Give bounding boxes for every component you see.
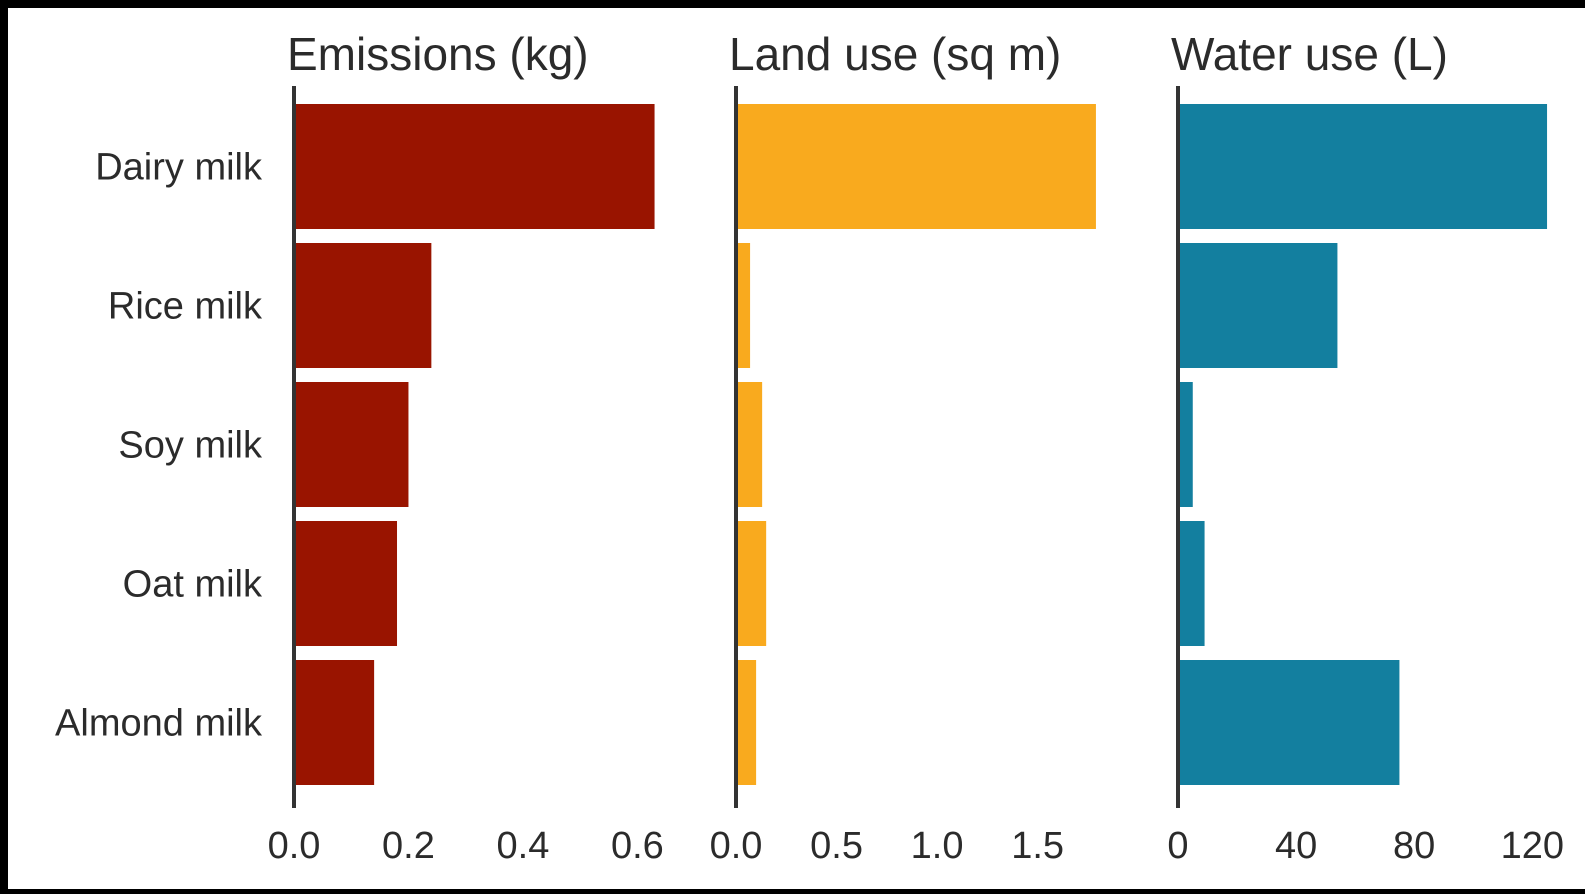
bar-3-dairy-milk bbox=[1178, 104, 1548, 229]
category-label-rice-milk: Rice milk bbox=[108, 286, 263, 328]
faceted-bar-chart: Dairy milk Rice milk Soy milk Oat milk Almon… bbox=[55, 28, 1564, 867]
tick-label-1-1: 0.0 bbox=[268, 825, 321, 867]
bar-3-oat-milk bbox=[1178, 521, 1205, 646]
chart-container: Dairy milk Rice milk Soy milk Oat milk Almon… bbox=[8, 8, 1585, 889]
category-label-soy-milk: Soy milk bbox=[118, 425, 263, 467]
panel-title-3: Water use (L) bbox=[1171, 28, 1448, 80]
bar-1-rice-milk bbox=[294, 243, 432, 368]
bar-3-almond-milk bbox=[1178, 660, 1400, 785]
bar-2-soy-milk bbox=[736, 382, 763, 507]
tick-label-1-3: 0.4 bbox=[497, 825, 550, 867]
tick-label-3-3: 80 bbox=[1393, 825, 1435, 867]
tick-label-1-2: 0.2 bbox=[382, 825, 435, 867]
tick-label-2-1: 0.0 bbox=[710, 825, 763, 867]
bar-1-dairy-milk bbox=[294, 104, 655, 229]
bar-3-soy-milk bbox=[1178, 382, 1193, 507]
bar-1-oat-milk bbox=[294, 521, 398, 646]
tick-label-3-1: 0 bbox=[1167, 825, 1188, 867]
panel-title-1: Emissions (kg) bbox=[287, 28, 589, 80]
bar-1-almond-milk bbox=[294, 660, 375, 785]
category-label-oat-milk: Oat milk bbox=[123, 564, 263, 606]
bar-3-rice-milk bbox=[1178, 243, 1338, 368]
panel-title-2: Land use (sq m) bbox=[729, 28, 1061, 80]
tick-label-3-4: 120 bbox=[1501, 825, 1564, 867]
bar-1-soy-milk bbox=[294, 382, 409, 507]
bar-2-dairy-milk bbox=[736, 104, 1096, 229]
tick-label-2-4: 1.5 bbox=[1011, 825, 1064, 867]
tick-label-2-3: 1.0 bbox=[911, 825, 964, 867]
bar-2-oat-milk bbox=[736, 521, 767, 646]
bar-2-rice-milk bbox=[736, 243, 751, 368]
bar-2-almond-milk bbox=[736, 660, 757, 785]
tick-label-2-2: 0.5 bbox=[810, 825, 863, 867]
category-label-almond-milk: Almond milk bbox=[55, 703, 263, 745]
tick-label-1-4: 0.6 bbox=[611, 825, 664, 867]
tick-label-3-2: 40 bbox=[1275, 825, 1317, 867]
category-label-dairy-milk: Dairy milk bbox=[95, 147, 263, 189]
